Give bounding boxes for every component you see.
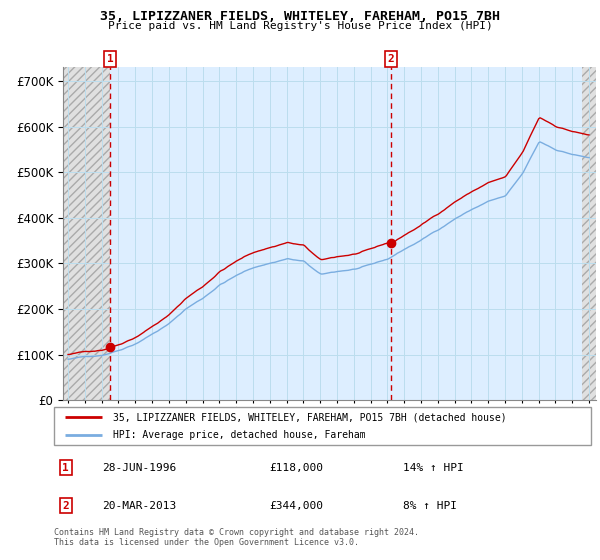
Bar xyxy=(110,67,582,400)
Text: £344,000: £344,000 xyxy=(269,501,323,511)
Bar xyxy=(582,67,596,400)
Text: Price paid vs. HM Land Registry's House Price Index (HPI): Price paid vs. HM Land Registry's House … xyxy=(107,21,493,31)
Text: 2: 2 xyxy=(388,54,394,64)
Text: 2: 2 xyxy=(62,501,69,511)
Text: 8% ↑ HPI: 8% ↑ HPI xyxy=(403,501,457,511)
Text: 1: 1 xyxy=(107,54,113,64)
FancyBboxPatch shape xyxy=(54,407,591,445)
Text: 1: 1 xyxy=(62,463,69,473)
Bar xyxy=(63,67,110,400)
Text: Contains HM Land Registry data © Crown copyright and database right 2024.
This d: Contains HM Land Registry data © Crown c… xyxy=(54,528,419,547)
Text: 35, LIPIZZANER FIELDS, WHITELEY, FAREHAM, PO15 7BH (detached house): 35, LIPIZZANER FIELDS, WHITELEY, FAREHAM… xyxy=(113,412,506,422)
Text: £118,000: £118,000 xyxy=(269,463,323,473)
Text: 14% ↑ HPI: 14% ↑ HPI xyxy=(403,463,464,473)
Text: 20-MAR-2013: 20-MAR-2013 xyxy=(103,501,176,511)
Text: 28-JUN-1996: 28-JUN-1996 xyxy=(103,463,176,473)
Text: HPI: Average price, detached house, Fareham: HPI: Average price, detached house, Fare… xyxy=(113,430,365,440)
Text: 35, LIPIZZANER FIELDS, WHITELEY, FAREHAM, PO15 7BH: 35, LIPIZZANER FIELDS, WHITELEY, FAREHAM… xyxy=(100,10,500,23)
